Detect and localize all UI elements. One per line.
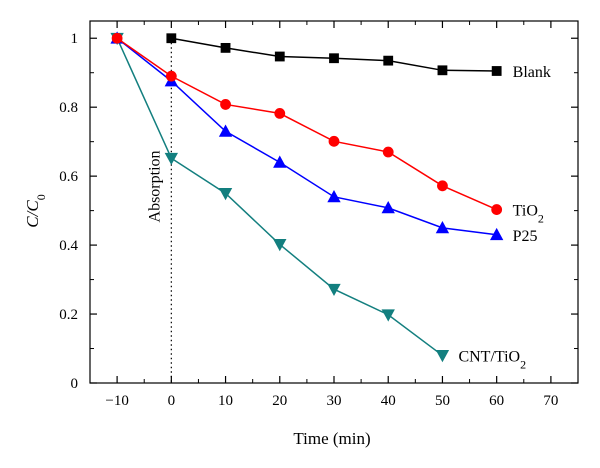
series-p25-point — [273, 155, 287, 168]
series-label-blank: Blank — [513, 64, 551, 81]
series-tio2-point — [165, 70, 177, 82]
absorption-annotation: Absorption — [146, 150, 163, 222]
series-blank-point — [166, 33, 177, 44]
series-p25-point — [327, 189, 341, 203]
series-tio2-point — [274, 107, 286, 119]
y-tick-label: 0.6 — [59, 169, 78, 185]
x-tick-label: 0 — [168, 393, 176, 409]
series-blank-point — [491, 66, 502, 76]
series-cnt-tio2-point — [218, 187, 233, 201]
series-blank-point — [437, 65, 448, 76]
series-p25-point — [435, 221, 450, 234]
x-tick-label: 50 — [435, 393, 450, 409]
series-tio2 — [111, 32, 503, 215]
series-tio2-point — [382, 146, 394, 158]
y-tick-label: 0.2 — [59, 307, 78, 323]
series-blank-point — [274, 51, 285, 62]
series-blank-point — [329, 53, 339, 64]
y-tick-label: 0.4 — [59, 238, 78, 254]
series-cnt-tio2-point — [164, 152, 179, 166]
series-p25-point — [218, 124, 233, 137]
series-label-cnt-tio2: CNT/TiO2 — [458, 348, 526, 371]
x-tick-label: 30 — [327, 393, 342, 409]
series-blank-point — [220, 42, 231, 53]
series-cnt-tio2-point — [435, 350, 450, 363]
y-tick-label: 1 — [71, 31, 79, 47]
series-tio2-point — [220, 99, 231, 110]
series-label-p25: P25 — [513, 228, 538, 245]
x-tick-label: 10 — [218, 393, 233, 409]
x-tick-label: 60 — [489, 393, 504, 409]
x-tick-label: 70 — [543, 393, 558, 409]
series-blank — [166, 33, 502, 76]
series-p25-point — [489, 227, 504, 241]
series-p25-point — [381, 201, 395, 214]
series-cnt-tio2-point — [327, 283, 341, 297]
y-axis-title: C/C0 — [23, 194, 48, 227]
series-tio2-point — [328, 135, 340, 147]
series-tio2-point — [111, 32, 123, 44]
x-axis-title: Time (min) — [293, 429, 370, 448]
series-line-p25 — [116, 37, 497, 236]
series-line-tio2 — [116, 37, 497, 211]
series-blank-point — [383, 55, 394, 66]
y-tick-label: 0.8 — [59, 100, 78, 116]
series-label-tio2: TiO2 — [513, 203, 544, 226]
series-cnt-tio2-point — [273, 239, 287, 252]
series-cnt-tio2-point — [381, 309, 395, 322]
series-p25 — [110, 31, 504, 241]
series-tio2-point — [437, 180, 448, 192]
x-tick-label: 40 — [381, 393, 396, 409]
x-tick-label: −10 — [105, 393, 128, 409]
x-tick-label: 20 — [272, 393, 287, 409]
series-tio2-point — [491, 204, 503, 215]
y-tick-label: 0 — [71, 376, 79, 392]
